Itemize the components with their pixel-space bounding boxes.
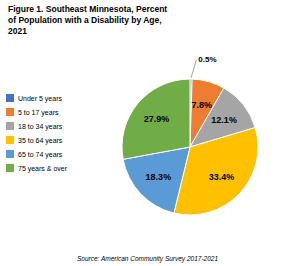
legend-item: Under 5 years (6, 94, 62, 103)
legend-label: 65 to 74 years (18, 151, 63, 159)
title: Figure 1. Southeast Minnesota, Percentof… (8, 4, 167, 36)
legend-label: Under 5 years (18, 95, 62, 103)
legend-swatch (6, 108, 14, 116)
legend-swatch (6, 122, 14, 130)
legend-item: 35 to 64 years (6, 136, 63, 145)
leader-line (191, 60, 196, 78)
data-labels: 0.5% 7.8% 12.1% 33.4% 18.3% 27.9% (144, 55, 237, 182)
data-label: 18.3% (146, 172, 172, 182)
data-label: 33.4% (209, 172, 235, 182)
legend: Under 5 years 5 to 17 years 18 to 34 years… (6, 94, 68, 173)
legend-swatch (6, 164, 14, 172)
legend-item: 65 to 74 years (6, 150, 63, 159)
data-label: 27.9% (144, 114, 170, 124)
legend-item: 75 years & over (6, 164, 68, 173)
slice (122, 79, 190, 159)
annotation: Source: American Community Survey 2017-2… (77, 255, 218, 263)
data-label: 0.5% (198, 55, 216, 64)
legend-swatch (6, 150, 14, 158)
legend-label: 35 to 64 years (18, 137, 63, 145)
data-label: 7.8% (192, 100, 213, 110)
legend-label: 75 years & over (18, 165, 68, 173)
legend-item: 18 to 34 years (6, 122, 63, 131)
legend-swatch (6, 94, 14, 102)
pie (122, 79, 258, 215)
data-label: 12.1% (211, 115, 237, 125)
legend-label: 5 to 17 years (18, 109, 59, 117)
legend-label: 18 to 34 years (18, 123, 63, 131)
legend-item: 5 to 17 years (6, 108, 59, 117)
legend-swatch (6, 136, 14, 144)
chart: Figure 1. Southeast Minnesota, Percentof… (0, 0, 295, 266)
